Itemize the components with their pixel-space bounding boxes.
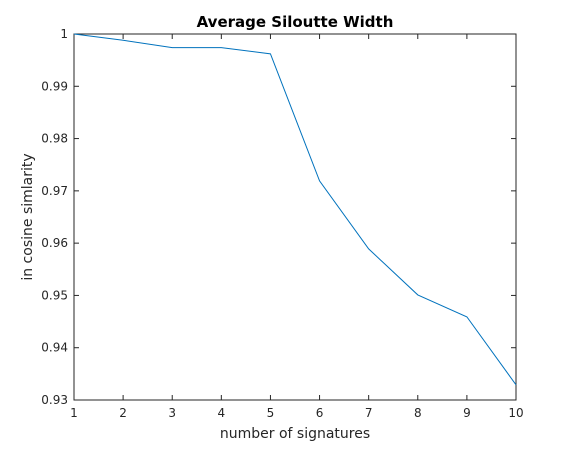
y-tick-label: 0.94 bbox=[41, 341, 68, 355]
x-tick-label: 4 bbox=[218, 406, 226, 420]
y-tick-label: 0.97 bbox=[41, 184, 68, 198]
x-tick-label: 10 bbox=[508, 406, 523, 420]
y-tick-label: 1 bbox=[60, 27, 68, 41]
plot-area bbox=[73, 33, 517, 401]
x-tick-label: 7 bbox=[365, 406, 373, 420]
y-axis-label: in cosine simlarity bbox=[20, 153, 36, 280]
y-tick-label: 0.95 bbox=[41, 288, 68, 302]
x-tick-label: 8 bbox=[414, 406, 422, 420]
y-tick-label: 0.96 bbox=[41, 236, 68, 250]
x-tick-label: 2 bbox=[119, 406, 127, 420]
x-tick-label: 5 bbox=[267, 406, 275, 420]
series-line bbox=[73, 33, 517, 386]
x-tick-label: 1 bbox=[70, 406, 78, 420]
x-tick-label: 3 bbox=[168, 406, 176, 420]
y-tick-label: 0.93 bbox=[41, 393, 68, 407]
axis-ticks: 1 2 3 4 5 6 7 8 9 10 0.93 0.94 0.95 0.96 0.97 0.98 0.99 1 bbox=[41, 27, 523, 420]
y-tick-label: 0.98 bbox=[41, 132, 68, 146]
chart-title: Average Siloutte Width bbox=[197, 13, 394, 31]
x-tick-label: 9 bbox=[463, 406, 471, 420]
y-tick-label: 0.99 bbox=[41, 79, 68, 93]
series-group bbox=[73, 33, 517, 386]
x-axis-label: number of signatures bbox=[220, 426, 370, 442]
x-tick-label: 6 bbox=[316, 406, 324, 420]
